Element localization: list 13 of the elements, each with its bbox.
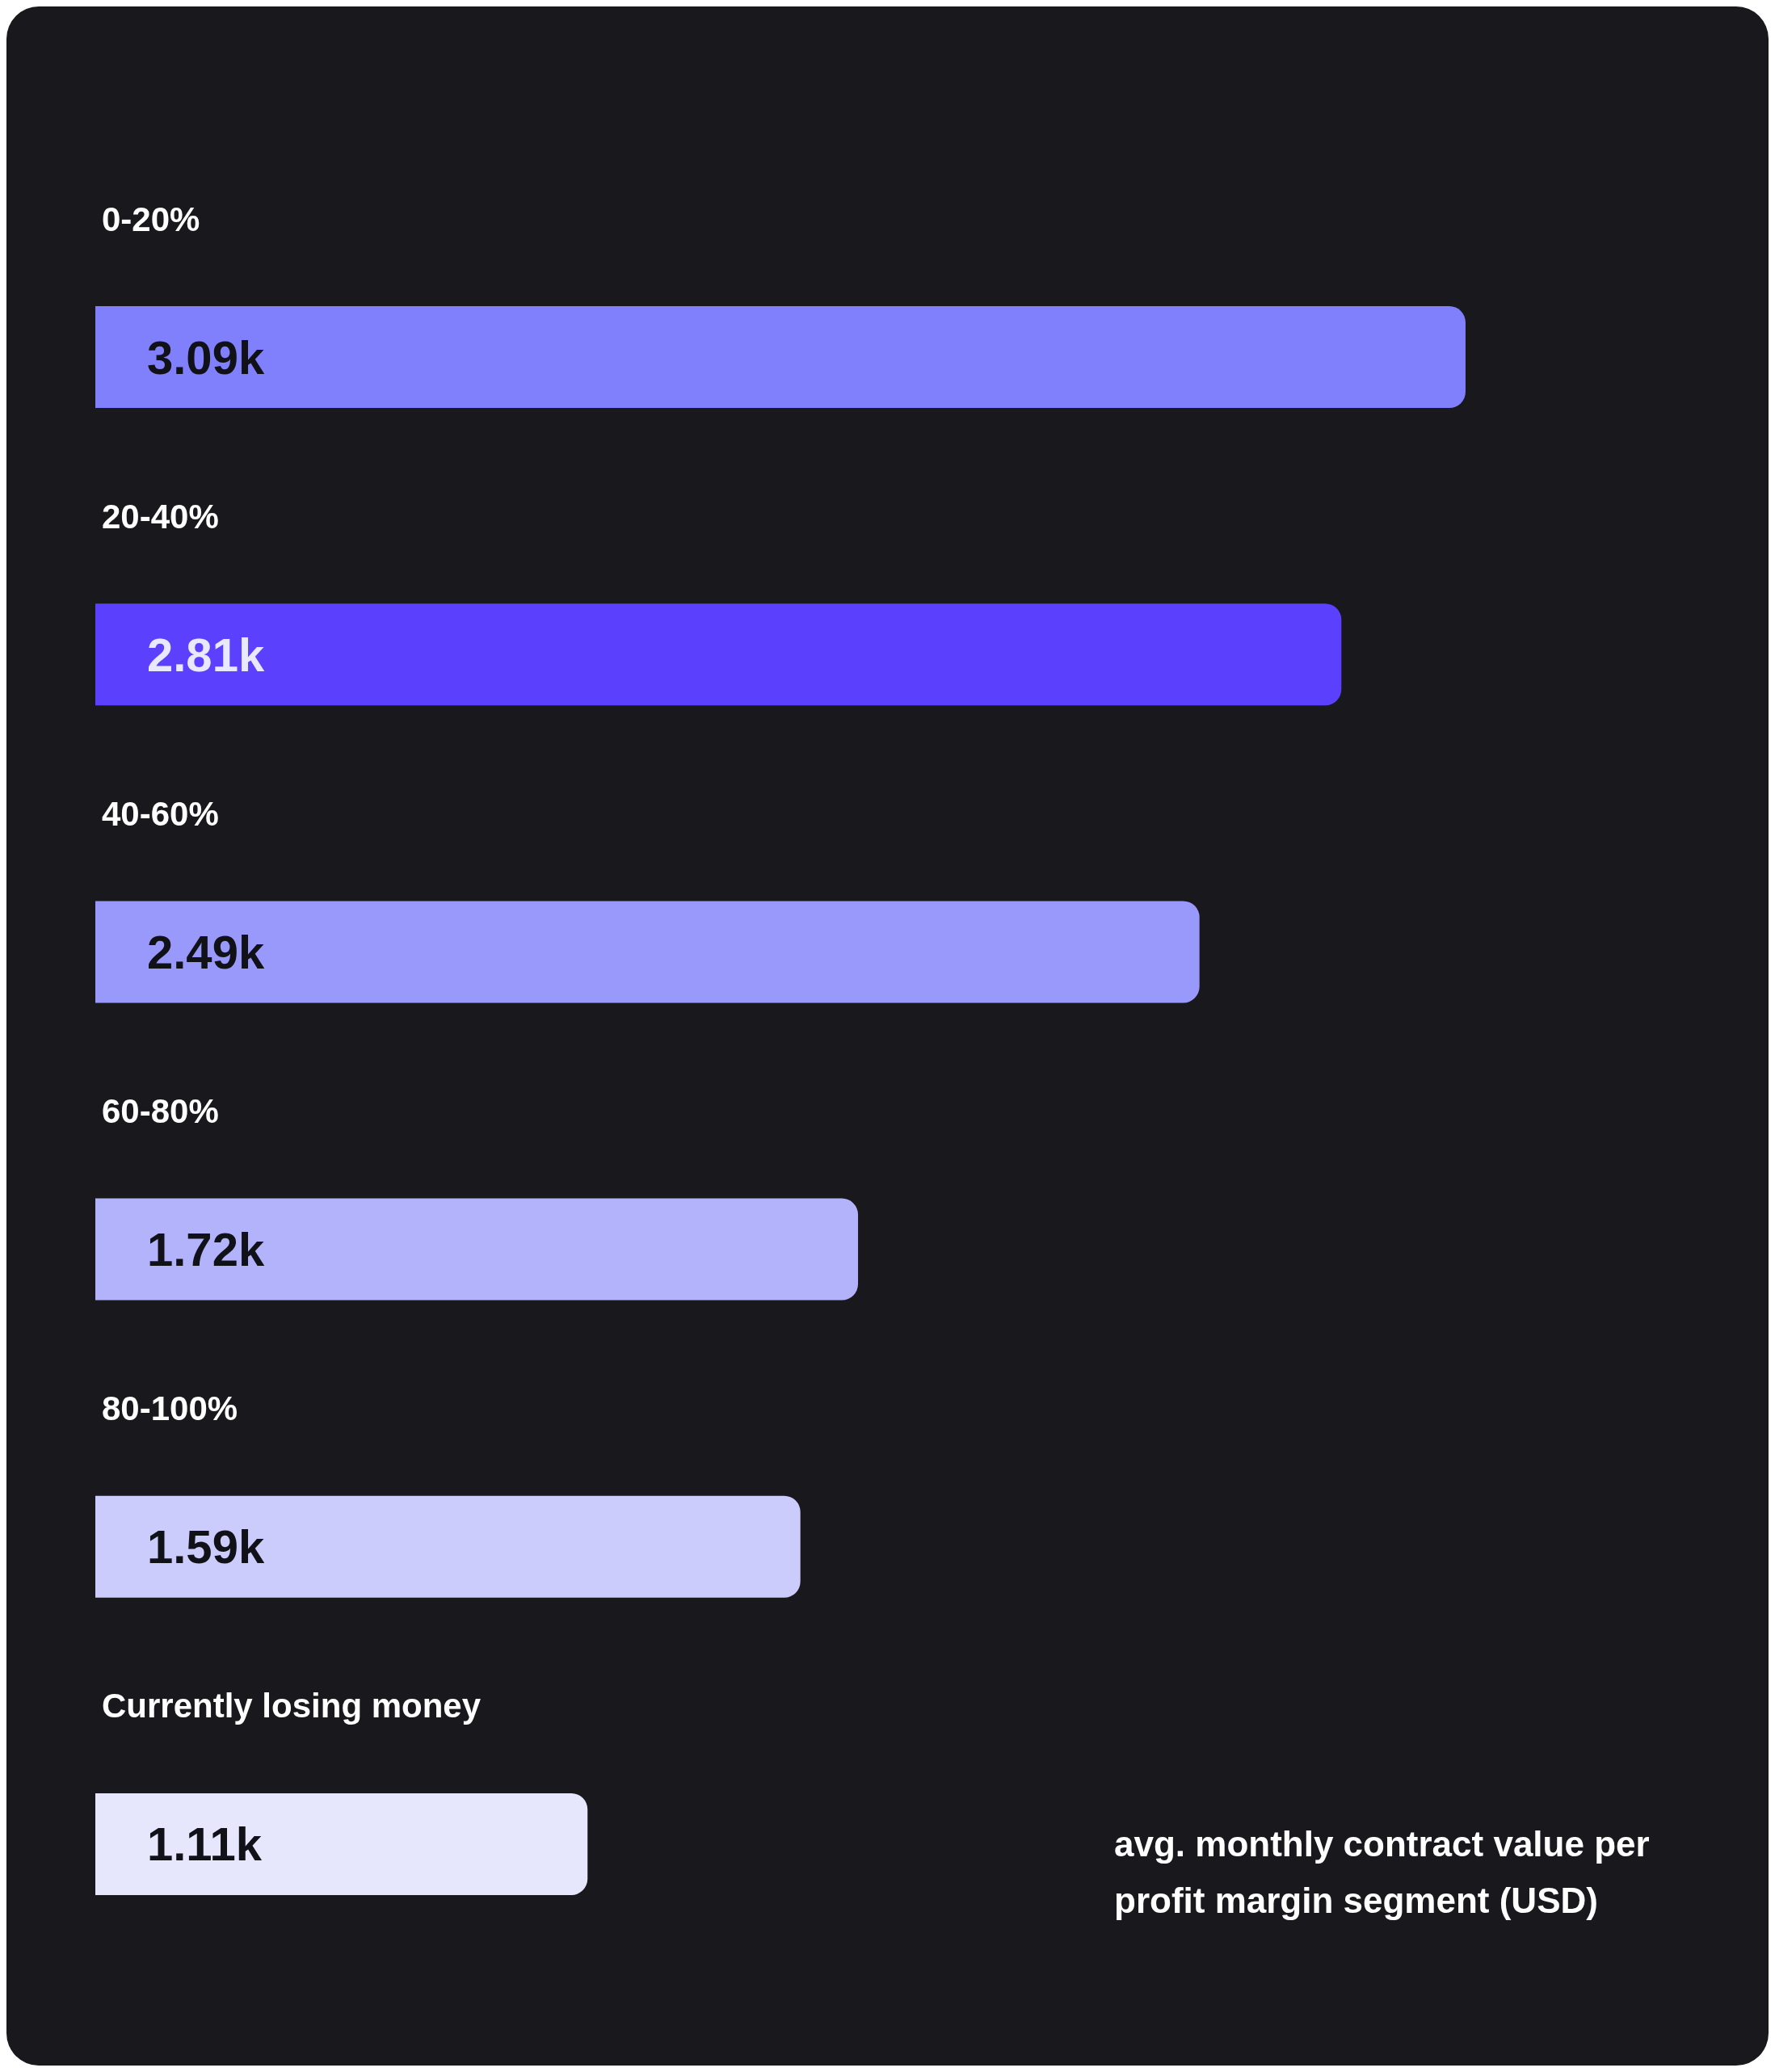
annotation: avg. monthly contract value per profit margin segment (USD): [1114, 1823, 1659, 1920]
data-label: 2.49k: [147, 925, 265, 978]
data-label: 1.59k: [147, 1520, 265, 1574]
y-tick-label: 0-20%: [102, 200, 200, 238]
y-tick-label: Currently losing money: [102, 1687, 482, 1725]
y-tick-label: 20-40%: [102, 497, 219, 536]
y-tick-label: 40-60%: [102, 794, 219, 833]
data-label: 1.72k: [147, 1223, 265, 1276]
y-tick-label: 80-100%: [102, 1389, 238, 1428]
data-label: 2.81k: [147, 628, 265, 681]
y-tick-label: 60-80%: [102, 1092, 219, 1131]
data-label: 3.09k: [147, 330, 265, 384]
data-label: 1.11k: [147, 1818, 263, 1871]
